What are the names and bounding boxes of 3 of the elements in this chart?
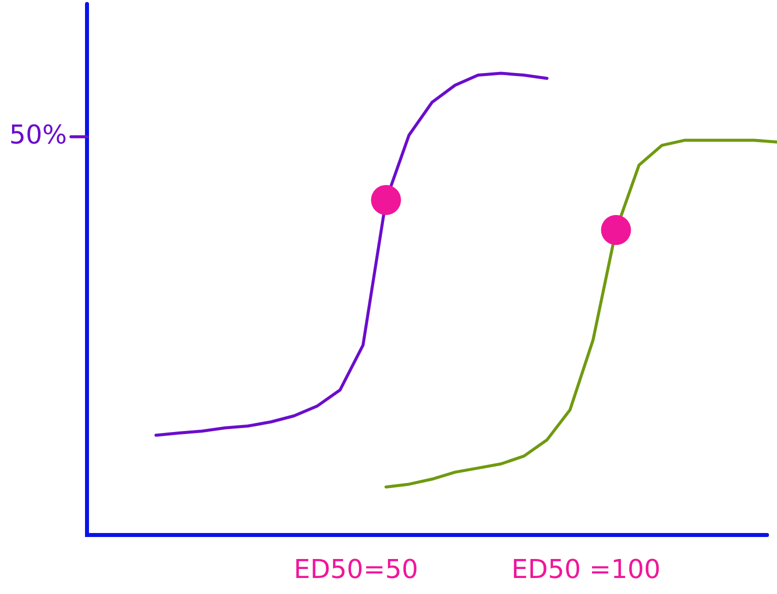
text: 50% [9,120,67,150]
text: ED50=50 [294,554,418,585]
text: ED50 =100 [511,554,661,585]
